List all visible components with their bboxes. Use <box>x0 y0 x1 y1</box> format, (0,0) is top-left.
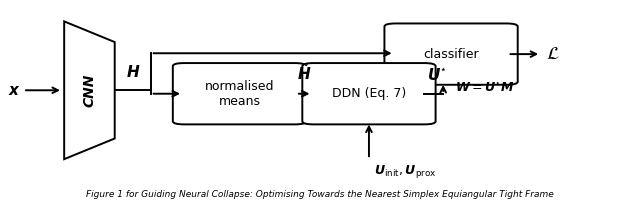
Text: $\boldsymbol{U}_{\mathrm{init}}, \boldsymbol{U}_{\mathrm{prox}}$: $\boldsymbol{U}_{\mathrm{init}}, \boldsy… <box>374 163 436 180</box>
Polygon shape <box>64 21 115 159</box>
Text: CNN: CNN <box>83 74 97 107</box>
Text: normalised
means: normalised means <box>205 80 274 108</box>
Text: $\mathcal{L}$: $\mathcal{L}$ <box>545 45 559 63</box>
Text: $\boldsymbol{W} = \boldsymbol{U}^{\star}\boldsymbol{M}$: $\boldsymbol{W} = \boldsymbol{U}^{\star}… <box>454 81 514 95</box>
Text: $\boldsymbol{x}$: $\boldsymbol{x}$ <box>8 83 20 98</box>
Text: $\tilde{\boldsymbol{H}}$: $\tilde{\boldsymbol{H}}$ <box>297 63 312 83</box>
Text: classifier: classifier <box>423 48 479 61</box>
Text: Figure 1 for Guiding Neural Collapse: Optimising Towards the Nearest Simplex Equ: Figure 1 for Guiding Neural Collapse: Op… <box>86 190 554 199</box>
FancyBboxPatch shape <box>173 63 306 124</box>
FancyBboxPatch shape <box>385 23 518 85</box>
FancyBboxPatch shape <box>302 63 436 124</box>
Text: DDN (Eq. 7): DDN (Eq. 7) <box>332 87 406 100</box>
Text: $\boldsymbol{H}$: $\boldsymbol{H}$ <box>126 64 140 80</box>
Text: $\boldsymbol{U}^{\star}$: $\boldsymbol{U}^{\star}$ <box>427 67 447 83</box>
